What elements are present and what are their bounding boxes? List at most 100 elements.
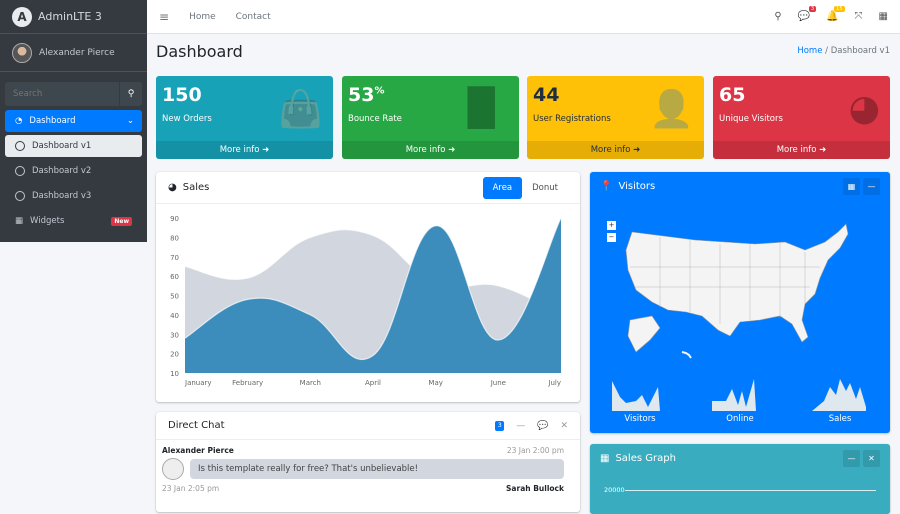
breadcrumb-home[interactable]: Home — [797, 46, 823, 56]
grid-icon[interactable]: ▦ — [878, 11, 888, 22]
close-icon[interactable]: ✕ — [560, 420, 568, 431]
collapse-button[interactable]: — — [843, 449, 860, 467]
sparkline-sales: Sales — [812, 377, 868, 424]
comments-icon[interactable]: 💬 — [537, 420, 549, 431]
sidebar-item-label: Dashboard — [29, 116, 76, 126]
y-tick-label: 80 — [170, 234, 179, 242]
zoom-in-button[interactable]: + — [607, 221, 616, 230]
zoom-out-button[interactable]: − — [607, 233, 616, 242]
y-tick-label: 70 — [170, 254, 179, 262]
y-tick-label: 90 — [170, 215, 179, 223]
th-icon: ▦ — [600, 452, 610, 464]
small-box-bounce: 53% Bounce Rate ▐▌ More info ➜ — [342, 76, 519, 159]
box-label: New Orders — [162, 114, 212, 124]
message-sender: Alexander Pierce — [162, 446, 234, 455]
box-value: 44 — [533, 84, 560, 106]
x-tick-label: May — [428, 379, 442, 387]
x-tick-label: April — [365, 379, 381, 387]
series-line — [184, 217, 562, 361]
page-title: Dashboard — [156, 42, 243, 61]
bar-chart-icon: ▐▌ — [453, 88, 509, 129]
sparkline-chart — [612, 381, 660, 411]
bell-icon: 🔔 — [826, 11, 839, 22]
hamburger-icon[interactable]: ≡ — [159, 9, 170, 24]
fullscreen-icon[interactable]: ⤧ — [854, 11, 863, 22]
y-tick-label: 20000 — [604, 486, 625, 494]
search-icon[interactable]: ⚲ — [119, 82, 142, 106]
calendar-button[interactable]: ▦ — [843, 177, 860, 195]
more-info-link[interactable]: More info ➜ — [342, 141, 519, 159]
sidebar: A AdminLTE 3 Alexander Pierce ⚲ ◔ Dashboar… — [0, 0, 147, 242]
sparkline-online: Online — [712, 377, 768, 424]
sidebar-search: ⚲ — [5, 82, 142, 106]
x-tick-label: February — [232, 379, 263, 387]
search-icon[interactable]: ⚲ — [774, 11, 782, 22]
sparkline-label: Visitors — [624, 414, 656, 424]
box-value: 150 — [162, 84, 202, 106]
collapse-button[interactable]: — — [863, 177, 880, 195]
y-tick-label: 30 — [170, 331, 179, 339]
circle-icon — [15, 141, 25, 151]
notifications-button[interactable]: 🔔 15 — [826, 6, 845, 22]
pie-chart-icon: ◕ — [848, 88, 880, 129]
notifications-badge: 15 — [834, 6, 845, 12]
y-tick-label: 10 — [170, 370, 179, 378]
brand-name: AdminLTE 3 — [38, 10, 102, 23]
y-tick-label: 60 — [170, 273, 179, 281]
sidebar-item-label: Widgets — [30, 216, 65, 226]
message-sender: Sarah Bullock — [506, 484, 564, 493]
sidebar-item-dashboard-v1[interactable]: Dashboard v1 — [5, 135, 142, 157]
tab-donut[interactable]: Donut — [532, 182, 558, 193]
y-tick-label: 50 — [170, 293, 179, 301]
small-box-orders: 150 New Orders 👜 More info ➜ — [156, 76, 333, 159]
sparkline-visitors: Visitors — [612, 377, 668, 424]
nav-link-home[interactable]: Home — [189, 11, 216, 22]
minus-icon[interactable]: — — [516, 420, 526, 431]
sparkline-label: Online — [726, 414, 754, 424]
tab-area[interactable]: Area — [482, 176, 523, 199]
more-info-link[interactable]: More info ➜ — [527, 141, 704, 159]
box-label: User Registrations — [533, 114, 611, 124]
search-input[interactable] — [5, 82, 119, 106]
circle-icon — [15, 166, 25, 176]
new-badge: New — [111, 216, 132, 226]
circle-icon — [15, 191, 25, 201]
card-title: Visitors — [618, 180, 656, 192]
messages-button[interactable]: 💬 3 — [797, 6, 817, 22]
more-info-link[interactable]: More info ➜ — [156, 141, 333, 159]
sparkline-chart — [812, 379, 866, 411]
x-tick-label: July — [547, 379, 561, 387]
sidebar-item-dashboard-v2[interactable]: Dashboard v2 — [5, 160, 142, 182]
shopping-bag-icon: 👜 — [278, 89, 323, 130]
message-time: 23 Jan 2:00 pm — [506, 446, 564, 455]
card-title: Direct Chat — [168, 420, 225, 431]
sparkline-chart — [712, 379, 756, 411]
sidebar-item-widgets[interactable]: ▦ Widgets New — [5, 210, 142, 232]
more-info-link[interactable]: More info ➜ — [713, 141, 890, 159]
breadcrumb-current: Dashboard v1 — [830, 46, 890, 56]
series-line — [184, 229, 562, 316]
brand-link[interactable]: A AdminLTE 3 — [0, 0, 147, 34]
sidebar-item-dashboard[interactable]: ◔ Dashboard ⌄ — [5, 110, 142, 132]
small-box-registrations: 44 User Registrations 👤 More info ➜ — [527, 76, 704, 159]
box-label: Bounce Rate — [348, 114, 402, 124]
map-marker-icon: 📍 — [600, 180, 613, 192]
user-panel[interactable]: Alexander Pierce — [0, 34, 147, 72]
avatar — [162, 458, 184, 480]
sidebar-item-label: Dashboard v1 — [32, 141, 92, 151]
brand-logo: A — [12, 6, 32, 27]
sales-card: ◕ Sales Area Donut 10 20 30 40 50 60 70 80 90 Janua… — [156, 172, 580, 402]
close-button[interactable]: ✕ — [863, 449, 880, 467]
sidebar-item-label: Dashboard v3 — [32, 191, 92, 201]
tachometer-icon: ◔ — [15, 116, 23, 126]
comments-icon: 💬 — [797, 11, 811, 22]
card-title: Sales Graph — [615, 452, 676, 464]
box-value: 53% — [348, 84, 385, 106]
message-text: Is this template really for free? That's… — [190, 459, 564, 479]
usa-map[interactable] — [590, 212, 890, 362]
card-title: Sales — [182, 182, 210, 193]
nav-link-contact[interactable]: Contact — [235, 11, 271, 22]
chevron-down-icon: ⌄ — [126, 116, 134, 126]
sidebar-item-dashboard-v3[interactable]: Dashboard v3 — [5, 185, 142, 207]
x-tick-label: March — [300, 379, 321, 387]
